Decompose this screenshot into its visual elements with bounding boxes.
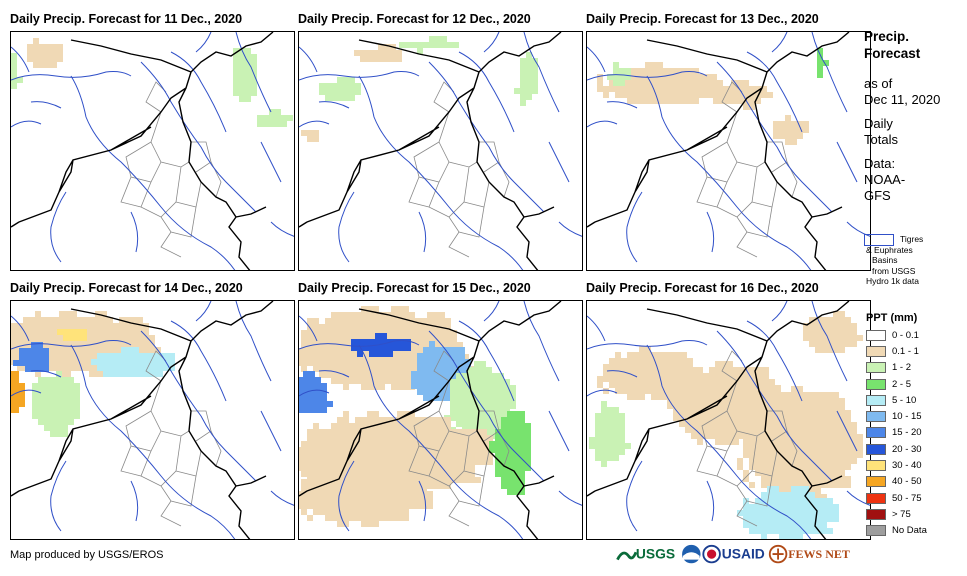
usgs-logo: USGS <box>616 546 675 562</box>
legend-item: > 75 <box>866 506 927 522</box>
usaid-logo: USAID <box>702 544 765 564</box>
legend-label: 10 - 15 <box>892 411 922 423</box>
data-source-line1: NOAA- <box>864 172 906 187</box>
basin-key-line5: Hydro 1k data <box>866 276 919 286</box>
side-title-line1: Precip. <box>864 29 910 44</box>
forecast-map <box>298 300 583 540</box>
legend-item: 1 - 2 <box>866 360 927 376</box>
basin-outline-swatch <box>864 234 894 246</box>
basin-key-line1: Tigres <box>900 234 924 244</box>
data-label: Data: <box>864 156 896 171</box>
data-source-line2: GFS <box>864 188 891 203</box>
forecast-map <box>586 31 871 271</box>
legend-label: 1 - 2 <box>892 362 912 374</box>
svg-text:USAID: USAID <box>722 546 765 562</box>
panel-title: Daily Precip. Forecast for 13 Dec., 2020 <box>586 12 819 26</box>
legend-label: 15 - 20 <box>892 427 922 439</box>
legend-label: 50 - 75 <box>892 492 922 504</box>
panel-title: Daily Precip. Forecast for 11 Dec., 2020 <box>10 12 243 26</box>
legend-swatch <box>866 411 886 423</box>
map-canvas <box>587 301 870 539</box>
panel-title: Daily Precip. Forecast for 16 Dec., 2020 <box>586 281 819 295</box>
basin-key-line4: from USGS <box>872 265 916 276</box>
legend-label: 5 - 10 <box>892 394 917 406</box>
forecast-map <box>10 31 295 271</box>
legend-item: 50 - 75 <box>866 490 927 506</box>
legend-swatch <box>866 329 886 341</box>
legend-label: 20 - 30 <box>892 443 922 455</box>
legend-swatch <box>866 362 886 374</box>
legend-label: > 75 <box>892 508 911 520</box>
svg-text:FEWS NET: FEWS NET <box>788 547 850 561</box>
legend-swatch <box>866 460 886 472</box>
legend-swatch <box>866 492 886 504</box>
side-title-line2: Forecast <box>864 46 921 61</box>
legend-label: 30 - 40 <box>892 460 922 472</box>
panel-title: Daily Precip. Forecast for 14 Dec., 2020 <box>10 281 243 295</box>
legend-item: 15 - 20 <box>866 425 927 441</box>
panel-title: Daily Precip. Forecast for 12 Dec., 2020 <box>298 12 531 26</box>
legend-title: PPT (mm) <box>866 312 918 324</box>
legend-item: 10 - 15 <box>866 408 927 424</box>
svg-text:USGS: USGS <box>636 546 675 562</box>
fews-net-logo: FEWS NET <box>768 544 850 564</box>
side-info: Precip. Forecast as of Dec 11, 2020 Dail… <box>864 28 964 204</box>
legend-swatch <box>866 443 886 455</box>
totals-line2: Totals <box>864 132 898 147</box>
totals-line1: Daily <box>864 116 893 131</box>
asof-label: as of <box>864 76 893 91</box>
legend-item: 0.1 - 1 <box>866 343 927 359</box>
forecast-map <box>10 300 295 540</box>
basin-key-line3: Basins <box>872 255 898 265</box>
noaa-logo <box>682 544 701 564</box>
basin-key-line2: & Euphrates <box>866 244 913 255</box>
agency-logos: USGS USAID FEWS NET <box>616 544 850 564</box>
map-canvas <box>299 301 582 539</box>
forecast-map <box>586 300 871 540</box>
legend-label: 0 - 0.1 <box>892 329 919 341</box>
legend-label: 0.1 - 1 <box>892 345 919 357</box>
map-canvas <box>11 32 294 270</box>
map-canvas <box>587 32 870 270</box>
legend-swatch <box>866 378 886 390</box>
map-canvas <box>11 301 294 539</box>
legend-swatch <box>866 345 886 357</box>
legend-item: 20 - 30 <box>866 441 927 457</box>
legend-item: 5 - 10 <box>866 392 927 408</box>
legend-item: 0 - 0.1 <box>866 327 927 343</box>
legend-item: 2 - 5 <box>866 376 927 392</box>
map-credit: Map produced by USGS/EROS <box>10 549 164 561</box>
legend-swatch <box>866 525 886 537</box>
legend-item: No Data <box>866 523 927 539</box>
ppt-legend: PPT (mm) 0 - 0.1 0.1 - 1 1 - 2 2 - 5 5 - 10 1… <box>866 312 927 539</box>
forecast-map <box>298 31 583 271</box>
map-canvas <box>299 32 582 270</box>
panel-title: Daily Precip. Forecast for 15 Dec., 2020 <box>298 281 531 295</box>
legend-item: 40 - 50 <box>866 474 927 490</box>
legend-label: 2 - 5 <box>892 378 912 390</box>
legend-label: No Data <box>892 525 927 537</box>
legend-item: 30 - 40 <box>866 457 927 473</box>
legend-label: 40 - 50 <box>892 476 922 488</box>
legend-swatch <box>866 427 886 439</box>
legend-swatch <box>866 508 886 520</box>
asof-date: Dec 11, 2020 <box>864 92 941 107</box>
legend-swatch <box>866 476 886 488</box>
legend-swatch <box>866 394 886 406</box>
basin-key: Tigres & Euphrates Basins from USGS Hydr… <box>864 234 964 287</box>
